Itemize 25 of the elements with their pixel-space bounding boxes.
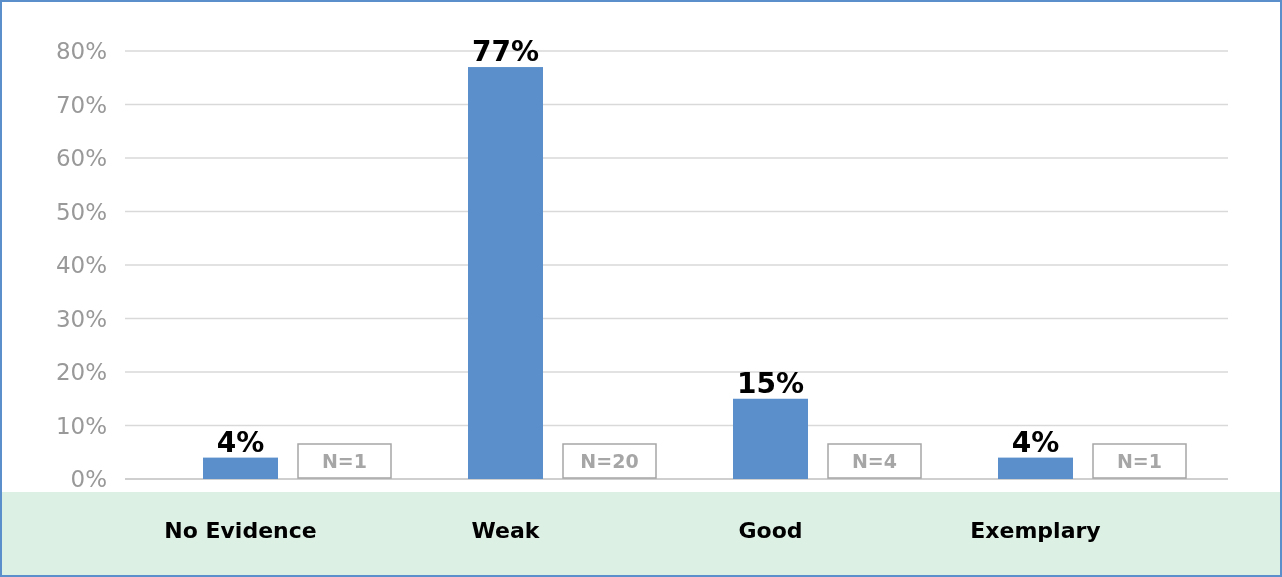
annotation: N=1 xyxy=(321,449,368,472)
annotation: N=4 xyxy=(851,449,898,472)
data-label: 77% xyxy=(471,35,540,69)
y-tick-label: 10% xyxy=(55,412,107,439)
y-tick-label: 60% xyxy=(55,145,107,172)
annotation: N=1 xyxy=(1116,449,1163,472)
annotation: N=20 xyxy=(580,449,639,472)
y-tick-label: 80% xyxy=(55,38,107,65)
x-tick-label: Good xyxy=(738,517,803,543)
data-label: 4% xyxy=(1011,425,1060,459)
bar xyxy=(468,67,543,479)
y-tick-label: 40% xyxy=(55,252,107,279)
y-tick-label: 50% xyxy=(55,198,107,225)
bar xyxy=(733,398,808,479)
x-tick-label: Exemplary xyxy=(970,517,1101,543)
x-tick-label: No Evidence xyxy=(164,517,317,543)
bar xyxy=(203,457,278,479)
y-tick-label: 0% xyxy=(70,466,107,493)
bar xyxy=(998,457,1073,479)
y-tick-label: 70% xyxy=(55,91,107,118)
x-tick-label: Weak xyxy=(471,517,541,543)
data-label: 15% xyxy=(736,366,805,400)
y-tick-label: 30% xyxy=(55,305,107,332)
y-tick-label: 20% xyxy=(55,359,107,386)
data-label: 4% xyxy=(216,425,265,459)
